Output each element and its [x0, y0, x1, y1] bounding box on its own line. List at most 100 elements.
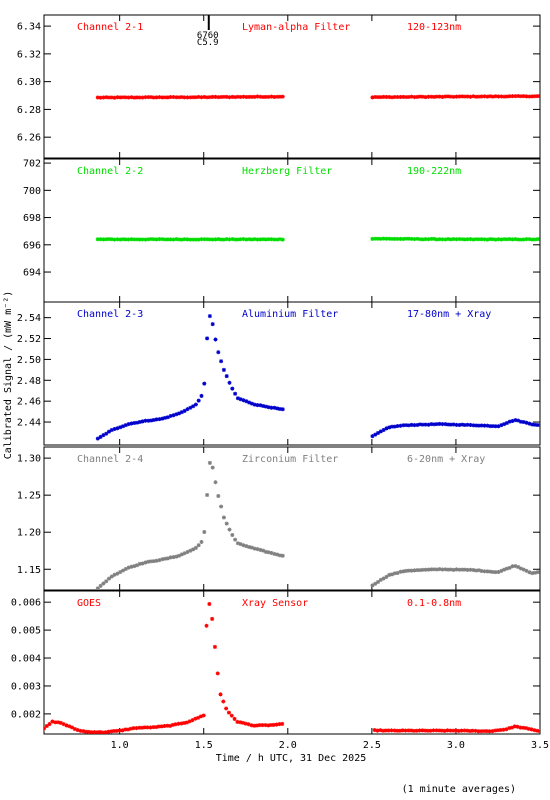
panel-channel-label: Channel 2-2: [77, 166, 143, 177]
data-point: [182, 408, 187, 413]
data-point: [532, 422, 537, 427]
data-point: [502, 237, 507, 242]
data-point: [132, 420, 137, 425]
data-point: [432, 236, 437, 241]
data-point: [224, 706, 229, 711]
data-point: [415, 423, 420, 428]
data-point: [249, 94, 254, 99]
data-point: [474, 568, 479, 573]
data-point: [260, 723, 265, 728]
data-point: [383, 728, 388, 733]
data-point: [499, 237, 504, 242]
data-point: [397, 728, 402, 733]
data-point: [202, 237, 207, 242]
data-point: [255, 547, 260, 552]
data-point: [56, 720, 61, 725]
data-point: [535, 728, 540, 733]
data-point: [532, 570, 537, 575]
data-point: [420, 422, 425, 427]
data-point: [479, 94, 484, 99]
data-point: [468, 567, 473, 572]
data-point: [432, 567, 437, 572]
data-point: [241, 237, 246, 242]
data-point: [429, 236, 434, 241]
data-point: [404, 95, 409, 100]
data-point: [137, 237, 142, 242]
data-point: [135, 563, 140, 568]
data-point: [171, 95, 176, 100]
panel-channel-label: Channel 2-1: [77, 22, 143, 33]
data-point: [121, 237, 126, 242]
data-point: [521, 420, 526, 425]
panel-ch23: 2.44 2.46 2.48 2.50 2.52 2.54 Channel 2-3 Alumi…: [17, 301, 541, 446]
data-point: [58, 720, 63, 725]
data-point: [47, 721, 52, 726]
y-tick-label: 6.34: [17, 22, 41, 33]
y-tick-label: 1.30: [17, 454, 41, 465]
data-point: [112, 237, 117, 242]
data-point: [448, 728, 453, 733]
data-point: [274, 722, 279, 727]
data-point: [221, 237, 226, 242]
data-point: [219, 95, 224, 100]
panel-frame: [43, 14, 541, 159]
y-tick-label: 1.20: [17, 528, 41, 539]
y-tick-label: 2.50: [17, 355, 41, 366]
data-point: [163, 237, 168, 242]
data-point: [459, 728, 464, 733]
data-point: [530, 571, 535, 576]
data-point: [378, 236, 383, 241]
data-point: [244, 237, 249, 242]
data-point: [527, 237, 532, 242]
data-point: [132, 95, 137, 100]
data-point: [484, 729, 489, 734]
data-point: [118, 95, 123, 100]
data-point: [432, 94, 437, 99]
data-point: [387, 572, 392, 577]
data-point: [378, 577, 383, 582]
data-point: [202, 529, 207, 534]
data-point: [412, 95, 417, 100]
data-point: [238, 542, 243, 547]
data-point: [263, 549, 268, 554]
data-point: [415, 568, 420, 573]
panel-ch21: 6.26 6.28 6.30 6.32 6.34 Channel 2-1 Lyman-alp…: [17, 14, 541, 159]
data-point: [198, 714, 203, 719]
data-point: [496, 570, 501, 575]
data-point: [373, 581, 378, 586]
data-point: [241, 398, 246, 403]
data-point: [107, 95, 112, 100]
data-point: [121, 424, 126, 429]
data-point: [462, 422, 467, 427]
series-ch24: [95, 460, 540, 590]
panel-ch22: 694 696 698 700 702 Channel 2-2 Herzberg Filte…: [23, 158, 541, 303]
panel-band-label: 190-222nm: [407, 166, 461, 177]
data-point: [84, 729, 89, 734]
data-point: [412, 568, 417, 573]
data-point: [532, 728, 537, 733]
data-point: [395, 570, 400, 575]
data-point: [401, 94, 406, 99]
data-point: [98, 583, 103, 588]
data-point: [429, 94, 434, 99]
panel-goes: 0.002 0.003 0.004 0.005 0.006 GOES Xray Sensor…: [11, 590, 541, 735]
y-tick-label: 696: [23, 240, 41, 251]
data-point: [532, 94, 537, 99]
data-point: [502, 567, 507, 572]
data-point: [448, 237, 453, 242]
data-point: [109, 729, 114, 734]
data-point: [233, 391, 238, 396]
data-point: [213, 337, 218, 342]
data-point: [451, 422, 456, 427]
data-point: [389, 728, 394, 733]
data-point: [101, 95, 106, 100]
data-point: [115, 426, 120, 431]
data-point: [504, 566, 509, 571]
data-point: [386, 728, 391, 733]
data-point: [462, 94, 467, 99]
data-point: [146, 237, 151, 242]
data-point: [176, 721, 181, 726]
data-point: [126, 95, 131, 100]
data-point: [109, 574, 114, 579]
data-point: [146, 418, 151, 423]
